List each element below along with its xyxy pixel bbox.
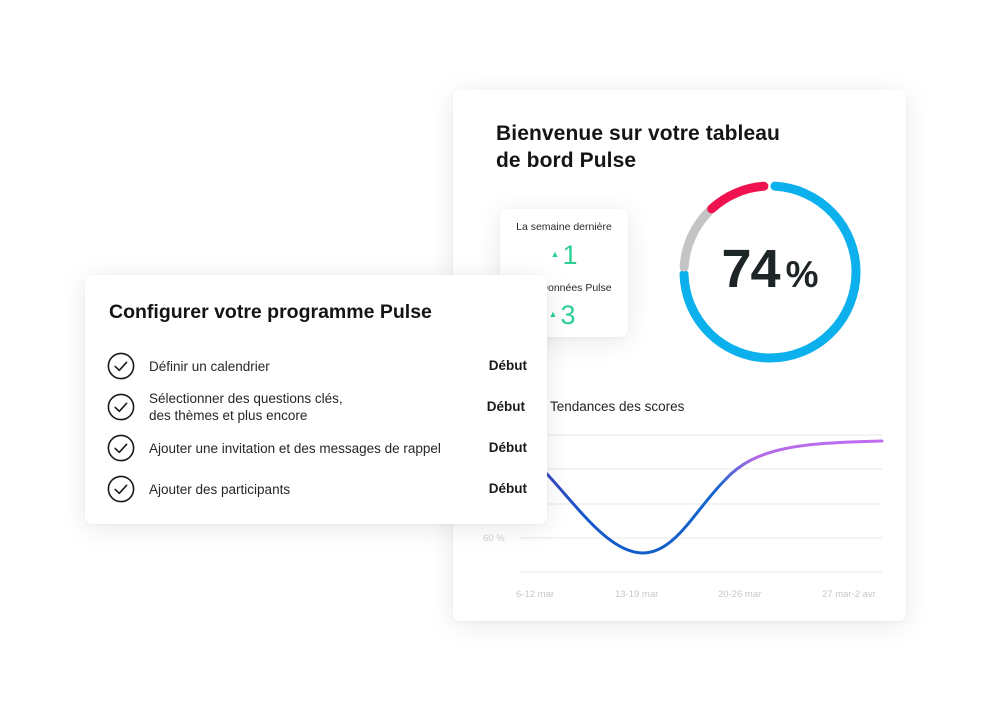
dashboard-title: Bienvenue sur votre tableau de bord Puls… <box>496 120 836 174</box>
stat-number: 3 <box>560 300 576 330</box>
triangle-up-icon: ▲ <box>548 309 558 319</box>
stat-label-last-week: La semaine dernière <box>516 221 612 233</box>
x-axis-label: 20-26 mar <box>718 589 761 600</box>
check-circle-icon <box>107 393 135 421</box>
x-axis-label: 27 mar-2 avr <box>822 589 876 600</box>
task-label: Ajouter des participants <box>149 482 291 497</box>
setup-program-card: Configurer votre programme Pulse Définir… <box>85 275 547 524</box>
start-button[interactable]: Début <box>488 440 527 455</box>
trend-line <box>545 439 884 555</box>
task-label: Sélectionner des questions clés, des thè… <box>149 390 343 424</box>
score-donut-chart <box>679 181 861 363</box>
stat-label-pulse-data: Données Pulse <box>540 282 612 294</box>
stat-value-pulse-data: ▲ 3 <box>498 300 626 329</box>
check-circle-icon <box>107 475 135 503</box>
chart-gridlines <box>520 434 882 573</box>
score-unit: % <box>785 254 819 295</box>
x-axis-label: 13-19 mar <box>615 589 658 600</box>
check-circle-icon <box>107 352 135 380</box>
stat-number: 1 <box>562 240 578 270</box>
task-label: Définir un calendrier <box>149 359 270 374</box>
task-label: Ajouter une invitation et des messages d… <box>149 441 441 456</box>
start-button[interactable]: Début <box>486 399 525 414</box>
check-circle-icon <box>107 434 135 462</box>
task-label-line1: Sélectionner des questions clés, <box>149 391 343 406</box>
score-value: 74% <box>678 238 862 300</box>
dashboard-title-line2: de bord Pulse <box>496 149 637 172</box>
triangle-up-icon: ▲ <box>550 249 560 259</box>
start-button[interactable]: Début <box>488 358 527 373</box>
stat-value-last-week: ▲ 1 <box>500 240 628 269</box>
donut-segment-positive <box>679 181 861 363</box>
score-number: 74 <box>721 239 781 299</box>
dashboard-title-line1: Bienvenue sur votre tableau <box>496 122 780 145</box>
x-axis-label: 6-12 mar <box>516 589 554 600</box>
stats-card: La semaine dernière ▲ 1 Données Pulse ▲ 3 <box>500 209 628 337</box>
task-label-line2: des thèmes et plus encore <box>149 408 308 423</box>
chart-title: Tendances des scores <box>550 399 685 414</box>
score-trend-chart: 60 % 6-12 mar 13-19 mar 20-26 mar 27 mar… <box>483 434 884 600</box>
start-button[interactable]: Début <box>488 481 527 496</box>
setup-title: Configurer votre programme Pulse <box>109 301 432 323</box>
y-axis-label: 60 % <box>483 533 505 544</box>
